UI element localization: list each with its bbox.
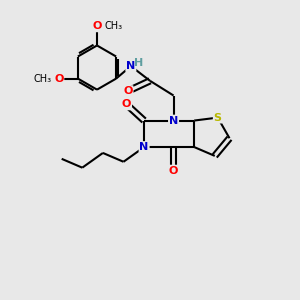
Text: O: O — [54, 74, 63, 84]
Text: N: N — [126, 61, 136, 71]
Text: O: O — [122, 99, 131, 110]
Text: N: N — [169, 116, 178, 126]
Text: CH₃: CH₃ — [104, 21, 122, 31]
Text: S: S — [214, 112, 222, 123]
Text: O: O — [92, 21, 102, 31]
Text: O: O — [169, 166, 178, 176]
Text: N: N — [140, 142, 149, 152]
Text: CH₃: CH₃ — [34, 74, 52, 84]
Text: H: H — [134, 58, 144, 68]
Text: O: O — [123, 86, 133, 96]
